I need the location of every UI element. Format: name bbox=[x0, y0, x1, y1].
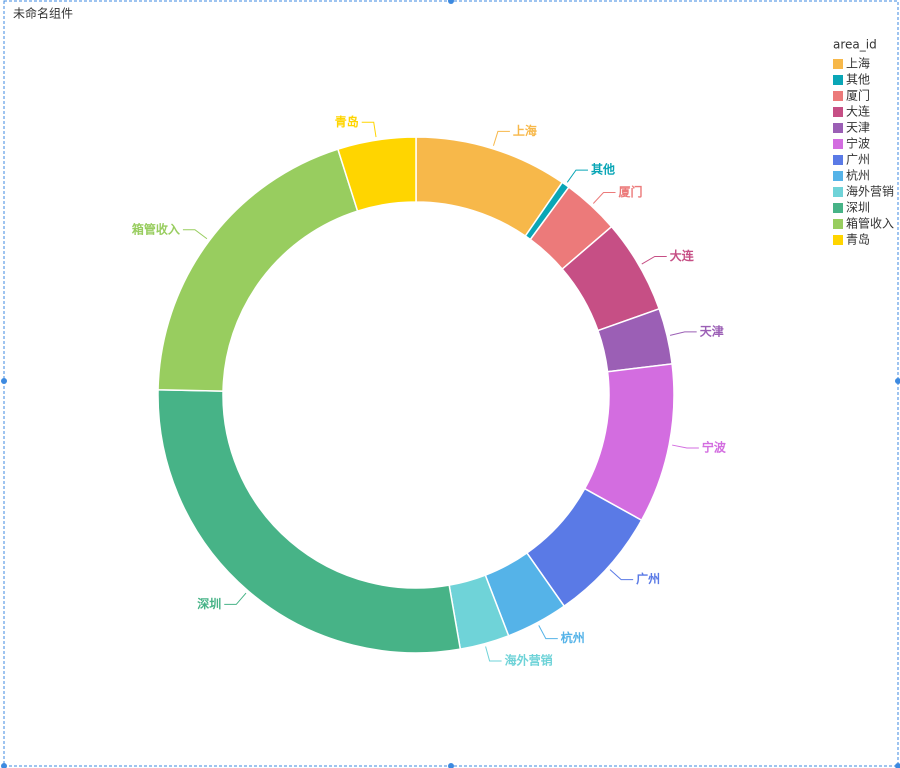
legend-label: 广州 bbox=[846, 153, 870, 167]
legend-label: 大连 bbox=[846, 104, 870, 119]
legend-swatch bbox=[833, 91, 843, 101]
handle[interactable] bbox=[448, 763, 454, 768]
leader-line bbox=[492, 130, 510, 146]
slice-label: 天津 bbox=[700, 323, 724, 338]
legend-label: 宁波 bbox=[846, 136, 870, 151]
legend-label: 杭州 bbox=[846, 168, 870, 183]
handle[interactable] bbox=[1, 378, 7, 384]
slice-label: 深圳 bbox=[197, 596, 221, 611]
slice-label: 厦门 bbox=[619, 184, 643, 199]
handle[interactable] bbox=[1, 763, 7, 768]
legend-swatch bbox=[833, 59, 843, 69]
legend-label: 天津 bbox=[846, 121, 870, 135]
legend-swatch bbox=[833, 203, 843, 213]
leader-line bbox=[641, 256, 667, 265]
slice-label: 其他 bbox=[591, 162, 615, 177]
leader-line bbox=[485, 646, 502, 662]
slice-label: 海外营销 bbox=[505, 653, 553, 668]
handle[interactable] bbox=[895, 378, 900, 384]
leader-line bbox=[182, 229, 208, 240]
leader-line bbox=[672, 444, 699, 449]
legend-label: 海外营销 bbox=[846, 184, 894, 199]
legend-title: area_id bbox=[833, 38, 877, 52]
component-title: 未命名组件 bbox=[13, 6, 73, 21]
legend-label: 上海 bbox=[846, 56, 870, 71]
legend-label: 箱管收入 bbox=[846, 216, 894, 231]
slice-label: 广州 bbox=[636, 571, 660, 586]
legend-swatch bbox=[833, 107, 843, 117]
slice-label: 上海 bbox=[513, 123, 537, 138]
slice bbox=[157, 148, 359, 392]
legend-swatch bbox=[833, 123, 843, 133]
slice bbox=[157, 388, 462, 654]
handle[interactable] bbox=[448, 0, 454, 4]
slice-label: 青岛 bbox=[335, 114, 359, 129]
leader-line bbox=[669, 331, 697, 336]
legend-label: 青岛 bbox=[846, 232, 870, 247]
slice-label: 宁波 bbox=[702, 439, 727, 454]
legend-swatch bbox=[833, 155, 843, 165]
slice bbox=[336, 136, 417, 212]
leader-line bbox=[361, 121, 377, 138]
legend-swatch bbox=[833, 219, 843, 229]
slice-label: 大连 bbox=[670, 248, 695, 263]
legend-label: 其他 bbox=[846, 73, 870, 87]
legend-label: 深圳 bbox=[846, 201, 870, 215]
leader-line bbox=[566, 169, 588, 183]
legend-swatch bbox=[833, 187, 843, 197]
legend-label: 厦门 bbox=[846, 88, 870, 103]
legend-swatch bbox=[833, 235, 843, 245]
leader-line bbox=[224, 592, 247, 605]
legend-swatch bbox=[833, 171, 843, 181]
legend-swatch bbox=[833, 139, 843, 149]
legend-swatch bbox=[833, 75, 843, 85]
slice-label: 杭州 bbox=[561, 630, 585, 645]
slice-label: 箱管收入 bbox=[132, 221, 180, 236]
leader-line bbox=[609, 569, 634, 581]
handle[interactable] bbox=[895, 763, 900, 768]
leader-line bbox=[592, 191, 616, 204]
leader-line bbox=[538, 625, 558, 640]
